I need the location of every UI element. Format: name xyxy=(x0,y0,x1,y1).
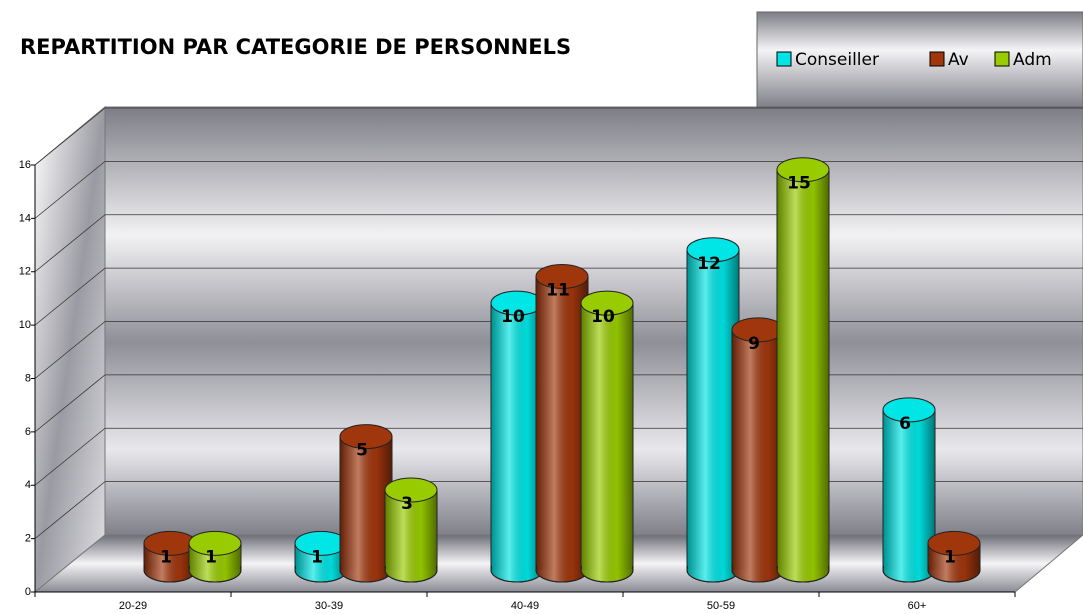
grid-line xyxy=(34,321,106,379)
grid-line xyxy=(34,107,106,166)
bar-shade xyxy=(582,303,632,570)
y-tick-label: 14 xyxy=(19,212,31,224)
bar xyxy=(776,157,830,583)
bar-shade xyxy=(733,329,783,570)
y-tick-label: 8 xyxy=(25,372,31,384)
data-label: 3 xyxy=(401,494,413,514)
bar xyxy=(535,263,589,583)
legend-label: Av xyxy=(948,50,969,70)
x-tick-label: 60+ xyxy=(908,600,927,612)
data-label: 10 xyxy=(591,307,615,327)
bar xyxy=(339,424,393,583)
bar-top xyxy=(188,530,242,556)
x-tick-label: 50-59 xyxy=(707,600,735,612)
legend-label: Adm xyxy=(1013,50,1052,70)
legend-swatch xyxy=(994,51,1010,67)
data-label: 15 xyxy=(787,174,811,194)
y-tick-label: 10 xyxy=(19,319,31,331)
legend-swatch xyxy=(776,51,792,67)
bar-shade xyxy=(341,436,391,570)
grid-line xyxy=(34,481,106,539)
x-tick-label: 20-29 xyxy=(119,600,147,612)
data-label: 9 xyxy=(748,334,760,354)
bar xyxy=(143,530,197,583)
data-label: 5 xyxy=(356,441,368,461)
bar-shade xyxy=(778,169,828,570)
bar xyxy=(731,317,785,583)
bar xyxy=(384,477,438,583)
bar-top xyxy=(384,477,438,503)
bar xyxy=(927,530,981,583)
bar-top xyxy=(776,157,830,183)
bar-top xyxy=(882,397,936,423)
grid-line xyxy=(34,214,106,273)
grid-line xyxy=(34,374,106,433)
x-tick-label: 40-49 xyxy=(511,600,539,612)
bar-top xyxy=(580,290,634,316)
data-label: 10 xyxy=(501,307,525,327)
bar xyxy=(490,290,544,583)
y-tick-label: 2 xyxy=(25,533,31,545)
y-tick-label: 16 xyxy=(19,159,31,171)
data-label: 1 xyxy=(160,547,172,567)
data-label: 12 xyxy=(697,254,721,274)
y-tick-label: 4 xyxy=(25,479,31,491)
data-label: 1 xyxy=(205,547,217,567)
grid-line xyxy=(34,427,106,486)
bar xyxy=(882,397,936,583)
bar-shade xyxy=(688,249,738,570)
bar-shade xyxy=(884,409,934,570)
bar-top xyxy=(686,237,740,263)
y-tick-label: 0 xyxy=(25,586,31,598)
bar xyxy=(686,237,740,583)
bar-top xyxy=(927,530,981,556)
legend-label: Conseiller xyxy=(795,50,879,70)
bar-shade xyxy=(386,489,436,570)
x-tick-label: 30-39 xyxy=(315,600,343,612)
bar xyxy=(580,290,634,583)
legend-swatch xyxy=(929,51,945,67)
y-tick-label: 12 xyxy=(19,266,31,278)
bar xyxy=(188,530,242,583)
data-label: 1 xyxy=(311,547,323,567)
bar-top xyxy=(339,424,393,450)
bar xyxy=(294,530,348,583)
data-label: 1 xyxy=(944,547,956,567)
y-tick-label: 6 xyxy=(25,426,31,438)
grid-line xyxy=(34,267,106,326)
bar-shade xyxy=(537,276,587,570)
grid-line xyxy=(34,161,106,219)
data-label: 6 xyxy=(899,414,911,434)
legend xyxy=(756,11,1083,108)
bar-shade xyxy=(492,303,542,570)
chart-title: REPARTITION PAR CATEGORIE DE PERSONNELS xyxy=(20,35,571,59)
data-label: 11 xyxy=(546,280,570,300)
bar-top xyxy=(535,263,589,289)
